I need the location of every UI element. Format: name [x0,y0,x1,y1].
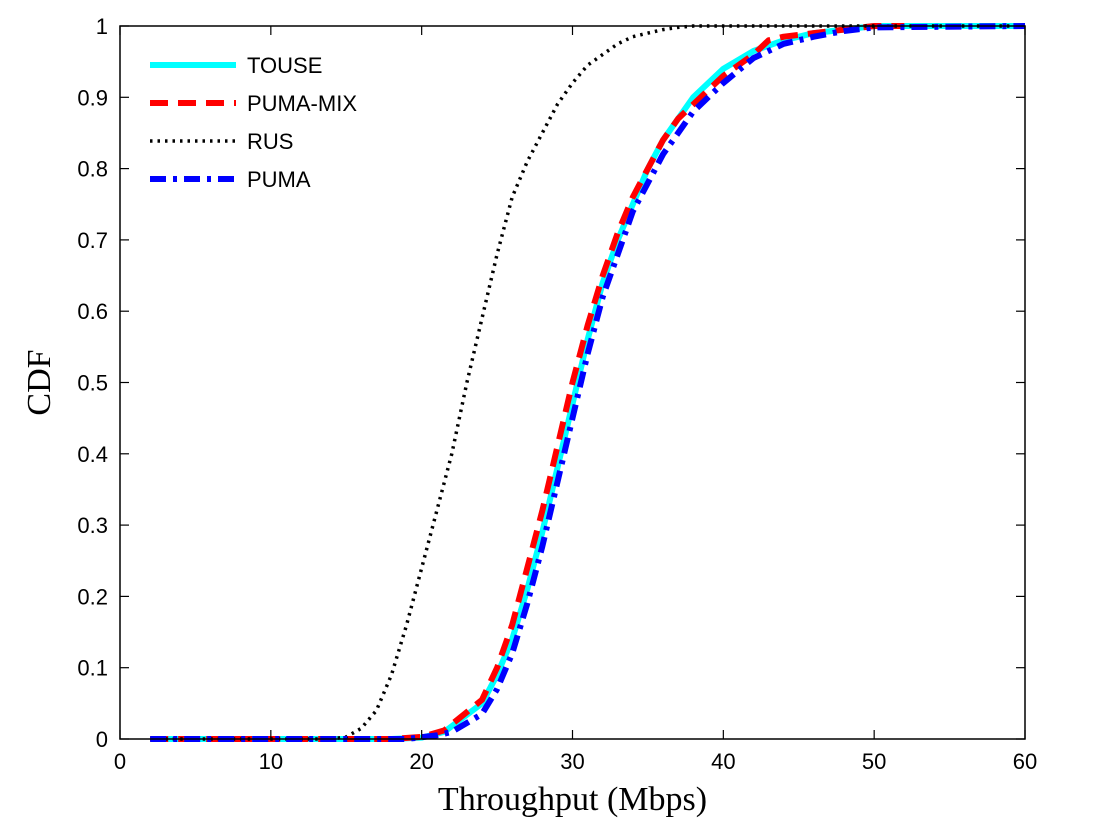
y-tick-label: 0.3 [77,513,108,538]
y-tick-label: 0.1 [77,656,108,681]
y-axis-label: CDF [21,349,58,415]
y-tick-label: 0 [96,727,108,752]
y-tick-label: 0.5 [77,371,108,396]
x-tick-label: 20 [409,749,433,774]
legend-label: TOUSE [247,53,322,78]
y-tick-label: 0.9 [77,85,108,110]
legend-label: PUMA-MIX [247,91,357,116]
x-tick-label: 60 [1013,749,1037,774]
x-tick-label: 10 [259,749,283,774]
legend-label: PUMA [247,167,311,192]
y-tick-label: 0.4 [77,442,108,467]
x-tick-label: 30 [560,749,584,774]
x-tick-label: 40 [711,749,735,774]
x-tick-label: 0 [114,749,126,774]
axis-ticks: 0 10 20 30 40 50 60 0 0.1 0.2 0.3 0.4 0.5 0.6 0.7 0.8 0.… [77,14,1037,774]
series-line-puma [150,23,1026,742]
y-tick-label: 0.8 [77,157,108,182]
x-axis-label: Throughput (Mbps) [438,781,707,818]
y-tick-label: 1 [96,14,108,39]
x-tick-label: 50 [862,749,886,774]
legend-label: RUS [247,129,293,154]
legend: TOUSE PUMA-MIX RUS PUMA [150,53,357,192]
series-line-puma-mix [150,23,905,742]
y-tick-label: 0.7 [77,228,108,253]
y-tick-label: 0.2 [77,584,108,609]
y-tick-label: 0.6 [77,299,108,324]
